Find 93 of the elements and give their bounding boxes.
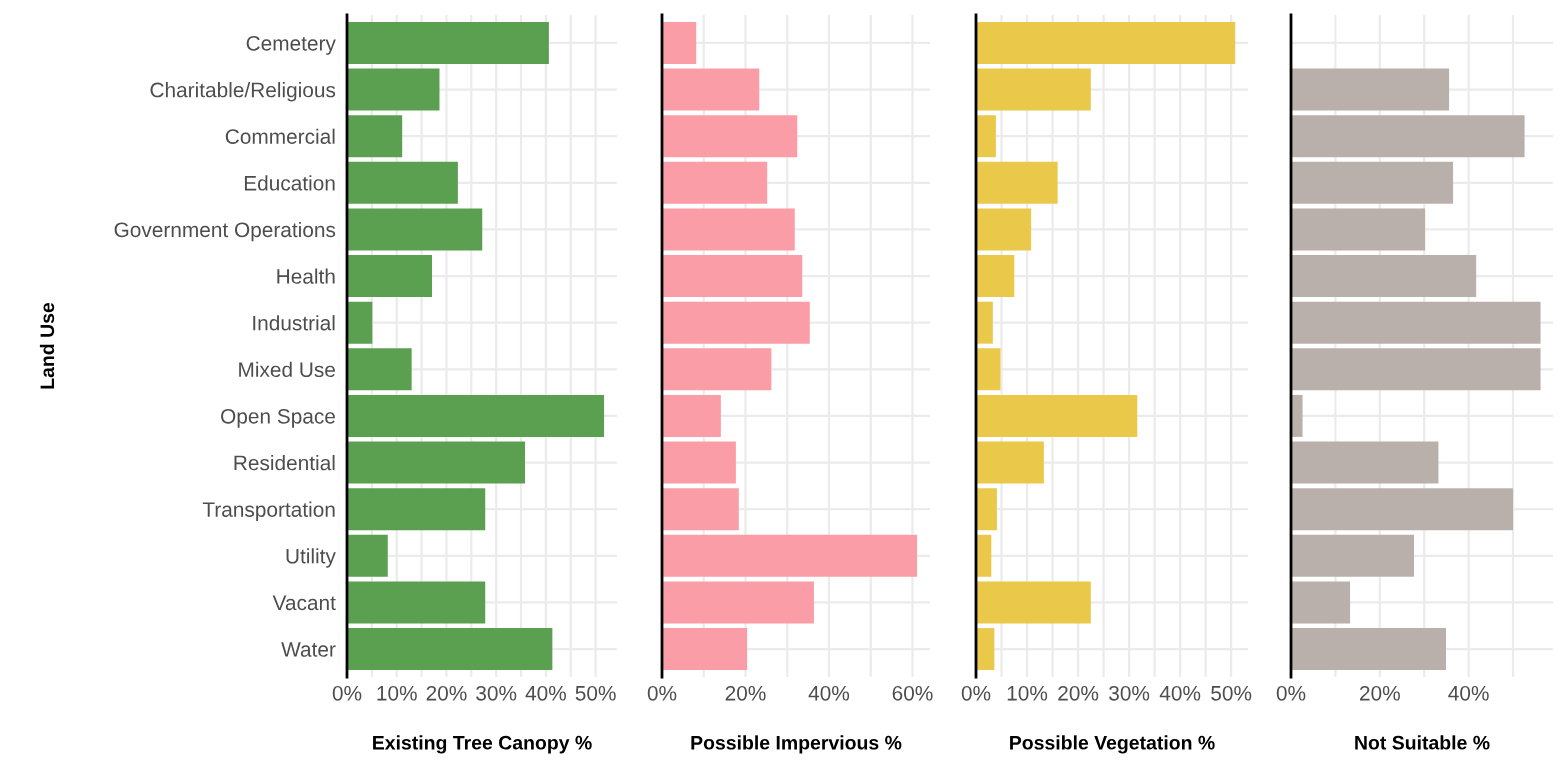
bar <box>1291 628 1446 671</box>
bar <box>347 301 373 344</box>
bar <box>1291 255 1477 298</box>
bar <box>347 115 403 158</box>
bar <box>1291 115 1525 158</box>
x-tick-label: 20% <box>725 685 766 701</box>
bar <box>662 255 803 298</box>
x-tick-label: 40% <box>808 685 850 701</box>
x-tick-label: 40% <box>1448 685 1489 701</box>
bar <box>347 534 388 577</box>
bar <box>662 208 795 251</box>
x-axis-title: Possible Vegetation % <box>1010 735 1215 754</box>
bar <box>347 21 549 64</box>
bar <box>976 68 1091 111</box>
x-tick-label: 30% <box>1109 685 1150 701</box>
y-tick-label: Cemetery <box>246 35 336 55</box>
y-tick-label: Residential <box>234 455 335 471</box>
bar <box>976 348 1001 391</box>
y-tick-label: Government Operations <box>114 221 336 242</box>
y-axis-title: Land Use <box>39 302 55 389</box>
bar <box>1291 161 1454 204</box>
x-tick-label: 10% <box>1007 685 1048 701</box>
x-tick-label: 30% <box>476 685 517 701</box>
bar <box>1291 488 1514 531</box>
bar <box>976 21 1236 64</box>
bar <box>347 441 526 484</box>
x-tick-label: 20% <box>1058 685 1099 701</box>
bar <box>662 348 772 391</box>
x-axis-title: Possible Impervious % <box>691 735 902 754</box>
y-tick-label: Open Space <box>221 408 335 428</box>
bar <box>976 301 993 344</box>
bar <box>976 255 1015 298</box>
bar <box>1291 348 1541 391</box>
bar <box>1291 581 1351 624</box>
bar <box>976 534 992 577</box>
bar <box>1291 208 1426 251</box>
x-axis-title: Existing Tree Canopy % <box>373 735 592 754</box>
bar <box>1291 534 1415 577</box>
bar <box>662 581 814 624</box>
bar <box>1291 301 1541 344</box>
x-tick-label: 20% <box>426 685 467 701</box>
bar <box>347 255 433 298</box>
x-tick-label: 50% <box>1211 685 1252 701</box>
y-tick-label: Transportation <box>202 501 335 522</box>
bar <box>662 115 798 158</box>
x-tick-label: 50% <box>575 685 616 701</box>
bar <box>662 161 768 204</box>
bar <box>1291 68 1450 111</box>
bar <box>662 488 739 531</box>
bar <box>662 534 918 577</box>
bar <box>976 394 1138 437</box>
bar <box>347 488 486 531</box>
bar <box>1291 441 1439 484</box>
x-tick-label: 10% <box>377 685 417 701</box>
x-tick-label: 40% <box>525 685 566 701</box>
bar <box>976 115 996 158</box>
bar <box>662 628 748 671</box>
y-tick-label: Industrial <box>253 315 335 331</box>
bar <box>347 394 605 437</box>
x-tick-label: 20% <box>1360 685 1400 701</box>
y-tick-label: Water <box>281 642 336 657</box>
bar <box>1291 394 1303 437</box>
y-tick-label: Commercial <box>225 128 335 144</box>
bar <box>662 21 697 64</box>
y-tick-label: Health <box>277 268 335 284</box>
bar <box>347 348 412 391</box>
x-tick-label: 0% <box>332 685 362 701</box>
y-tick-label: Education <box>244 175 335 191</box>
bar <box>662 68 760 111</box>
bar <box>976 628 995 671</box>
bar <box>976 208 1032 251</box>
bar <box>976 488 997 531</box>
bar <box>976 441 1044 484</box>
y-tick-label: Mixed Use <box>239 361 335 378</box>
bar <box>347 628 553 671</box>
x-tick-label: 60% <box>892 685 933 701</box>
bar <box>347 68 440 111</box>
bar <box>347 581 486 624</box>
bar <box>662 394 721 437</box>
x-tick-label: 40% <box>1159 685 1201 701</box>
bar <box>976 161 1058 204</box>
bar <box>662 301 810 344</box>
x-tick-label: 0% <box>1276 685 1306 701</box>
x-tick-label: 0% <box>961 685 991 701</box>
y-tick-label: Utility <box>286 548 336 568</box>
y-tick-label: Charitable/Religious <box>150 82 336 102</box>
bar <box>347 208 483 251</box>
x-axis-title: Not Suitable % <box>1355 735 1490 750</box>
bar <box>976 581 1091 624</box>
bar <box>347 161 458 204</box>
y-tick-label: Vacant <box>272 595 336 611</box>
x-tick-label: 0% <box>647 685 677 701</box>
bar <box>662 441 736 484</box>
